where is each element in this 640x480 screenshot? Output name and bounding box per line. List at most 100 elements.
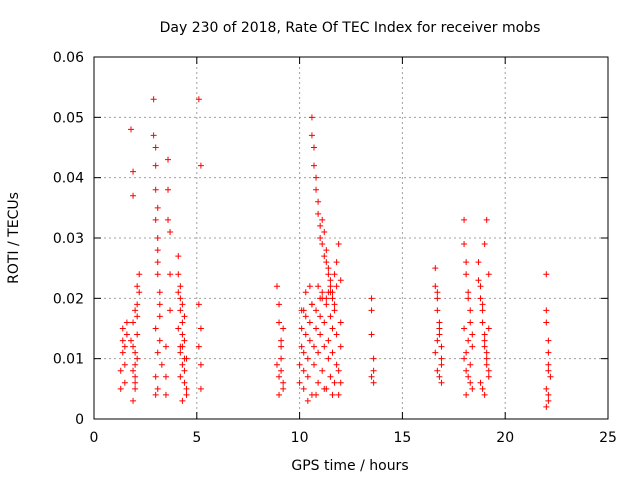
data-point <box>310 343 317 350</box>
data-point <box>195 96 202 103</box>
data-point <box>276 301 283 308</box>
data-point <box>545 391 552 398</box>
data-point <box>132 373 139 380</box>
data-point <box>308 132 315 139</box>
data-point <box>485 325 492 332</box>
data-point <box>545 367 552 374</box>
data-point <box>368 331 375 338</box>
data-point <box>156 301 163 308</box>
data-point <box>315 210 322 217</box>
data-point <box>302 313 309 320</box>
data-point <box>150 96 157 103</box>
data-point <box>370 379 377 386</box>
data-point <box>130 192 137 199</box>
data-point <box>165 216 172 223</box>
data-point <box>154 259 161 266</box>
data-point <box>181 379 188 386</box>
data-point <box>485 271 492 278</box>
y-tick-label: 0.06 <box>53 50 84 66</box>
data-point <box>321 228 328 235</box>
data-point <box>158 361 165 368</box>
data-point <box>181 337 188 344</box>
data-point <box>479 385 486 392</box>
data-point <box>134 301 141 308</box>
data-point <box>323 295 330 302</box>
x-tick-label: 5 <box>192 430 201 446</box>
data-point <box>132 307 139 314</box>
data-point <box>162 373 169 380</box>
data-point <box>152 373 159 380</box>
data-point <box>119 337 126 344</box>
data-point <box>315 283 322 290</box>
data-point <box>467 307 474 314</box>
data-point <box>469 385 476 392</box>
data-point <box>333 361 340 368</box>
x-axis-label: GPS time / hours <box>291 458 408 474</box>
data-point <box>121 343 128 350</box>
data-point <box>335 367 342 374</box>
data-point <box>325 265 332 272</box>
data-point <box>321 253 328 260</box>
data-point <box>469 331 476 338</box>
data-point <box>313 174 320 181</box>
data-point <box>152 162 159 169</box>
data-point <box>310 144 317 151</box>
data-point <box>181 367 188 374</box>
data-point <box>436 373 443 380</box>
data-point <box>432 349 439 356</box>
data-point <box>337 277 344 284</box>
data-point <box>177 295 184 302</box>
data-point <box>368 295 375 302</box>
data-point <box>331 271 338 278</box>
data-point <box>543 271 550 278</box>
data-point <box>156 313 163 320</box>
data-point <box>152 325 159 332</box>
data-point <box>323 301 330 308</box>
data-point <box>132 385 139 392</box>
data-point <box>327 277 334 284</box>
data-point <box>321 343 328 350</box>
data-point <box>319 241 326 248</box>
data-point <box>317 222 324 229</box>
chart-title: Day 230 of 2018, Rate Of TEC Index for r… <box>160 20 541 36</box>
data-point <box>179 397 186 404</box>
data-point <box>197 162 204 169</box>
data-point <box>154 385 161 392</box>
data-point <box>154 271 161 278</box>
data-point <box>197 361 204 368</box>
data-point <box>152 186 159 193</box>
data-point <box>197 385 204 392</box>
data-point <box>475 277 482 284</box>
data-point <box>368 373 375 380</box>
data-point <box>465 295 472 302</box>
data-point <box>315 349 322 356</box>
data-point <box>134 283 141 290</box>
data-point <box>136 289 143 296</box>
x-tick-label: 0 <box>90 430 99 446</box>
data-point <box>317 331 324 338</box>
data-point <box>310 361 317 368</box>
data-point <box>313 186 320 193</box>
data-point <box>432 283 439 290</box>
data-point <box>543 403 550 410</box>
data-point <box>152 144 159 151</box>
data-point <box>152 216 159 223</box>
data-point <box>483 361 490 368</box>
data-point <box>179 331 186 338</box>
data-point <box>481 241 488 248</box>
data-point <box>175 289 182 296</box>
data-point <box>545 349 552 356</box>
data-point <box>479 319 486 326</box>
data-point <box>436 319 443 326</box>
data-point <box>323 259 330 266</box>
data-point <box>325 289 332 296</box>
x-tick-label: 15 <box>393 430 411 446</box>
data-point <box>321 385 328 392</box>
grid-lines <box>94 57 608 419</box>
data-point <box>335 241 342 248</box>
data-point <box>545 337 552 344</box>
data-point <box>461 355 468 362</box>
data-point <box>434 367 441 374</box>
data-point <box>308 114 315 121</box>
